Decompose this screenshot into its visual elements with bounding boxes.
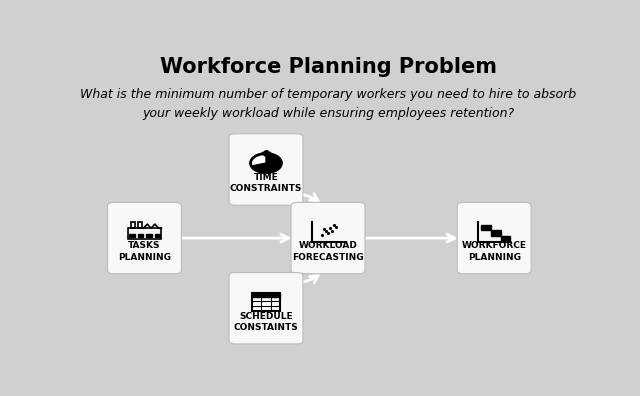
Text: What is the minimum number of temporary workers you need to hire to absorb: What is the minimum number of temporary … bbox=[80, 88, 576, 101]
Bar bbox=[147, 234, 152, 238]
Bar bbox=[127, 228, 161, 239]
Bar bbox=[252, 293, 280, 310]
Text: WORKFORCE
PLANNING: WORKFORCE PLANNING bbox=[461, 242, 527, 262]
FancyBboxPatch shape bbox=[229, 272, 303, 344]
Bar bbox=[131, 222, 136, 228]
Bar bbox=[500, 236, 510, 242]
Polygon shape bbox=[253, 154, 280, 172]
Bar bbox=[481, 225, 491, 230]
FancyBboxPatch shape bbox=[108, 202, 181, 274]
Bar bbox=[155, 234, 160, 238]
Circle shape bbox=[250, 154, 282, 173]
Text: Workforce Planning Problem: Workforce Planning Problem bbox=[159, 57, 497, 77]
Text: TIME
CONSTRAINTS: TIME CONSTRAINTS bbox=[230, 173, 302, 193]
Bar bbox=[252, 293, 280, 297]
Text: SCHEDULE
CONSTAINTS: SCHEDULE CONSTAINTS bbox=[234, 312, 298, 332]
Text: your weekly workload while ensuring employees retention?: your weekly workload while ensuring empl… bbox=[142, 107, 514, 120]
Bar bbox=[491, 230, 500, 236]
Text: WORKLOAD
FORECASTING: WORKLOAD FORECASTING bbox=[292, 242, 364, 262]
FancyBboxPatch shape bbox=[291, 202, 365, 274]
Bar bbox=[138, 234, 143, 238]
Text: TASKS
PLANNING: TASKS PLANNING bbox=[118, 242, 171, 262]
Bar bbox=[129, 234, 134, 238]
FancyBboxPatch shape bbox=[229, 134, 303, 205]
Bar bbox=[138, 222, 142, 228]
FancyBboxPatch shape bbox=[457, 202, 531, 274]
